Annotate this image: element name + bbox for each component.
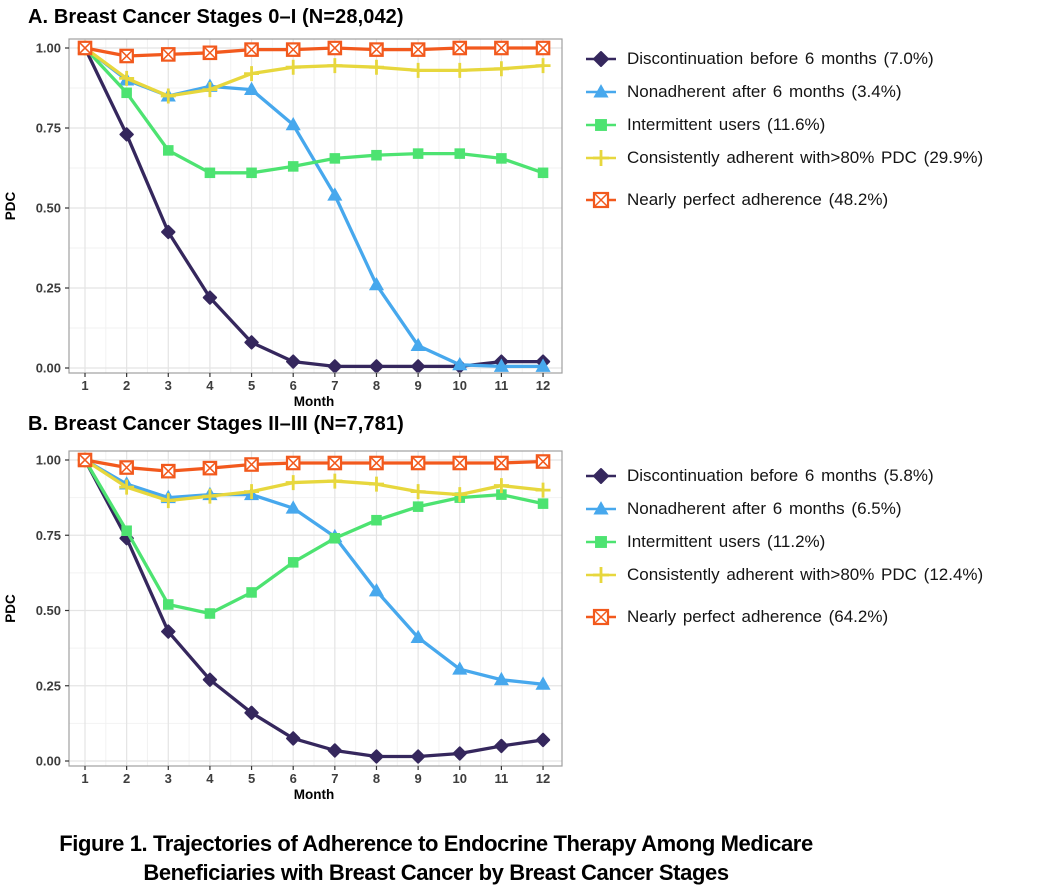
y-tick-label: 0.25	[36, 281, 61, 296]
square-legend-marker-icon	[586, 119, 616, 131]
y-tick-label: 1.00	[36, 453, 61, 468]
y-axis-title: PDC	[3, 192, 18, 221]
legend-item: Discontinuation before 6 months (7.0%)	[584, 47, 983, 71]
panel-a-legend: Discontinuation before 6 months (7.0%) No…	[584, 47, 983, 212]
legend-item-label: Discontinuation before 6 months (5.8%)	[627, 466, 934, 485]
triangle-legend-marker-icon	[586, 501, 616, 515]
x-tick-label: 4	[206, 378, 214, 393]
x-tick-label: 8	[373, 771, 380, 786]
diamond-legend-marker-icon	[586, 51, 616, 67]
y-tick-label: 0.75	[36, 121, 61, 136]
plus-legend-marker-icon	[586, 150, 616, 166]
triangle-legend-marker-icon	[586, 84, 616, 98]
series-plus	[77, 452, 551, 509]
x-axis-title: Month	[294, 787, 334, 802]
legend-item-label: Intermittent users (11.2%)	[627, 532, 826, 551]
legend-item-label: Discontinuation before 6 months (7.0%)	[627, 49, 934, 68]
diamond-legend-marker-icon	[586, 468, 616, 484]
x-tick-label: 3	[165, 771, 172, 786]
x-tick-label: 6	[290, 378, 297, 393]
x-tick-label: 5	[248, 378, 255, 393]
x-tick-label: 9	[415, 378, 422, 393]
y-tick-label: 0.25	[36, 678, 61, 693]
series-plus	[77, 40, 551, 104]
x-tick-label: 2	[123, 771, 130, 786]
axes: 1 2 3 4 5 6 7 8 9 10 11 120.000.250.500.751.00Month…	[3, 453, 550, 803]
panel-b-legend: Discontinuation before 6 months (5.8%) No…	[584, 464, 983, 629]
legend-item-label: Nearly perfect adherence (64.2%)	[627, 607, 889, 626]
y-tick-label: 0.75	[36, 528, 61, 543]
caption-line-2: Beneficiaries with Breast Cancer by Brea…	[143, 859, 729, 885]
legend-item-label: Consistently adherent with>80% PDC (29.9…	[627, 148, 984, 167]
series-crossbox	[77, 452, 551, 479]
axes: 1 2 3 4 5 6 7 8 9 10 11 120.000.250.500.751.00Month…	[3, 41, 550, 410]
gridlines	[69, 39, 562, 373]
x-tick-label: 11	[495, 771, 509, 786]
legend-item: Discontinuation before 6 months (5.8%)	[584, 464, 983, 488]
x-tick-label: 8	[373, 378, 380, 393]
y-tick-label: 0.50	[36, 603, 61, 618]
caption-line-1: Figure 1. Trajectories of Adherence to E…	[59, 831, 813, 856]
legend-item: Consistently adherent with>80% PDC (12.4…	[584, 563, 983, 587]
panel-b-chart: 1 2 3 4 5 6 7 8 9 10 11 120.000.250.500.751.00Month…	[3, 450, 563, 803]
square-legend-marker-icon	[586, 536, 616, 548]
series-diamond	[77, 452, 551, 764]
legend-item: Consistently adherent with>80% PDC (29.9…	[584, 146, 983, 170]
legend-item: Nearly perfect adherence (48.2%)	[584, 188, 983, 212]
panel-a-title: A. Breast Cancer Stages 0–I (N=28,042)	[28, 6, 404, 28]
x-tick-label: 7	[331, 378, 338, 393]
legend-item: Nonadherent after 6 months (6.5%)	[584, 497, 983, 521]
legend-item-label: Nonadherent after 6 months (6.5%)	[627, 499, 902, 518]
panel-a-chart: 1 2 3 4 5 6 7 8 9 10 11 120.000.250.500.751.00Month…	[3, 38, 563, 410]
y-tick-label: 0.00	[36, 754, 61, 769]
y-tick-label: 0.50	[36, 201, 61, 216]
x-tick-label: 10	[453, 378, 467, 393]
x-tick-label: 2	[123, 378, 130, 393]
legend-item: Intermittent users (11.2%)	[584, 530, 983, 554]
panel-b-title: B. Breast Cancer Stages II–III (N=7,781)	[28, 413, 404, 435]
x-tick-label: 12	[536, 771, 550, 786]
crossbox-legend-marker-icon	[586, 191, 616, 209]
x-axis-title: Month	[294, 394, 334, 409]
x-tick-label: 10	[453, 771, 467, 786]
y-tick-label: 1.00	[36, 41, 61, 56]
legend-item: Nonadherent after 6 months (3.4%)	[584, 80, 983, 104]
legend-item-label: Nonadherent after 6 months (3.4%)	[627, 82, 902, 101]
y-tick-label: 0.00	[36, 361, 61, 376]
plus-legend-marker-icon	[586, 567, 616, 583]
figure-caption: Figure 1. Trajectories of Adherence to E…	[0, 830, 872, 887]
legend-item: Intermittent users (11.6%)	[584, 113, 983, 137]
gridlines	[69, 451, 562, 766]
crossbox-legend-marker-icon	[586, 608, 616, 626]
y-axis-title: PDC	[3, 594, 18, 623]
x-tick-label: 3	[165, 378, 172, 393]
x-tick-label: 4	[206, 771, 214, 786]
x-tick-label: 11	[495, 378, 509, 393]
x-tick-label: 5	[248, 771, 255, 786]
x-tick-label: 12	[536, 378, 550, 393]
legend-item: Nearly perfect adherence (64.2%)	[584, 605, 983, 629]
x-tick-label: 1	[81, 771, 88, 786]
x-tick-label: 1	[81, 378, 88, 393]
series-crossbox	[77, 40, 551, 64]
legend-item-label: Intermittent users (11.6%)	[627, 115, 826, 134]
x-tick-label: 6	[290, 771, 297, 786]
legend-item-label: Nearly perfect adherence (48.2%)	[627, 190, 889, 209]
legend-item-label: Consistently adherent with>80% PDC (12.4…	[627, 565, 984, 584]
x-tick-label: 7	[331, 771, 338, 786]
x-tick-label: 9	[415, 771, 422, 786]
